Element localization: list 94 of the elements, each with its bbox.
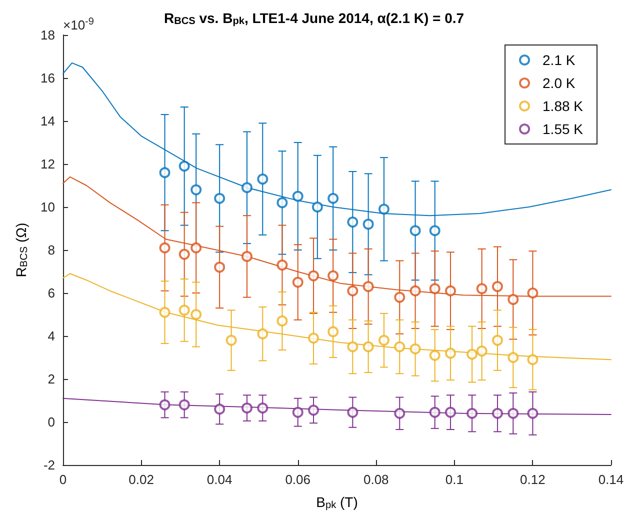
point: [159, 242, 170, 254]
point: [445, 285, 456, 296]
point: [410, 225, 421, 236]
point: [276, 315, 288, 326]
point: [292, 190, 304, 202]
point: [159, 167, 170, 178]
point: [347, 216, 358, 228]
point: [492, 408, 503, 419]
y-tick-label: 6: [48, 286, 55, 300]
point: [178, 399, 190, 410]
point: [214, 404, 226, 415]
line-series: [62, 398, 612, 415]
legend-label: 2.0 K: [542, 75, 576, 91]
point: [347, 406, 358, 418]
y-tick-label: -2: [43, 458, 55, 472]
point: [328, 326, 339, 338]
point: [466, 348, 478, 360]
point: [410, 285, 421, 296]
point: [308, 332, 320, 344]
point: [527, 288, 538, 298]
point: [159, 306, 170, 318]
point: [429, 283, 440, 294]
point: [241, 250, 252, 262]
point: [292, 276, 304, 288]
point: [257, 328, 268, 340]
point: [476, 346, 488, 357]
point: [527, 354, 538, 366]
point: [178, 248, 190, 260]
point: [276, 197, 288, 208]
point: [190, 309, 202, 320]
point: [312, 202, 323, 212]
legend-label: 2.1 K: [542, 52, 576, 68]
point: [362, 341, 374, 352]
point: [347, 341, 358, 352]
point: [466, 408, 478, 419]
x-tick-label: 0.14: [598, 472, 624, 487]
point: [429, 406, 440, 418]
point: [214, 262, 226, 273]
x-tick-label: 0.12: [520, 472, 546, 487]
y-tick-label: 18: [40, 28, 55, 42]
point: [214, 192, 226, 204]
point: [190, 242, 202, 254]
y-tick-label: 0: [48, 414, 55, 430]
y-axis-title: RBCS (Ω): [12, 222, 30, 278]
point: [394, 408, 406, 419]
point: [429, 350, 440, 361]
x-tick-label: 0.1: [445, 472, 464, 487]
point: [445, 406, 456, 418]
point: [378, 334, 390, 346]
point: [276, 260, 288, 271]
point: [328, 270, 339, 282]
point: [308, 404, 320, 416]
point: [241, 402, 252, 414]
point: [226, 334, 237, 346]
y-tick-label: 4: [48, 328, 55, 344]
y-tick-label: 12: [40, 156, 55, 172]
y-tick-label: 16: [40, 70, 55, 86]
point: [508, 352, 519, 363]
x-tick-label: 0: [59, 472, 67, 487]
legend-label: 1.55 K: [542, 121, 584, 137]
point: [394, 341, 406, 352]
point: [241, 182, 252, 194]
point: [292, 406, 304, 418]
y-tick-label: 8: [48, 242, 55, 258]
point: [508, 294, 519, 305]
legend-label: 1.88 K: [542, 98, 584, 114]
point: [190, 184, 202, 196]
point: [362, 218, 374, 230]
point: [257, 402, 268, 414]
point: [394, 292, 406, 303]
point: [508, 408, 519, 419]
point: [257, 174, 268, 185]
point: [328, 192, 339, 204]
point: [445, 348, 456, 359]
point: [492, 281, 503, 292]
point: [362, 281, 374, 292]
point: [178, 160, 190, 172]
point: [527, 408, 538, 419]
point: [378, 204, 390, 215]
x-tick-label: 0.06: [285, 472, 311, 487]
point: [308, 270, 320, 282]
y-tick-label: 14: [40, 114, 55, 128]
point: [429, 225, 440, 236]
point: [410, 343, 421, 354]
point: [492, 334, 503, 346]
x-tick-label: 0.08: [363, 472, 389, 487]
point: [178, 304, 190, 316]
y-tick-label: 10: [40, 200, 55, 214]
point: [347, 285, 358, 296]
point: [159, 399, 170, 410]
x-tick-label: 0.02: [128, 472, 154, 487]
point: [476, 283, 488, 294]
y-tick-label: 2: [48, 372, 55, 386]
x-tick-label: 0.04: [206, 472, 232, 487]
